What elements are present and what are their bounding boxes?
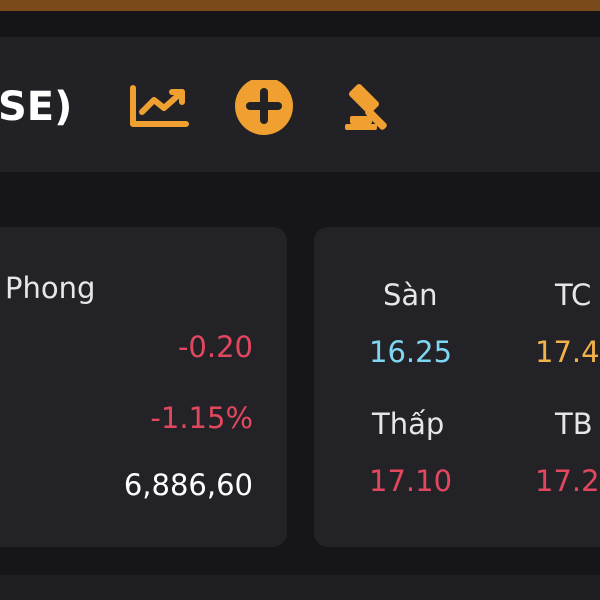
bottom-bar [0, 575, 600, 600]
status-area [0, 11, 600, 37]
cell-value: 17.2 [535, 464, 600, 498]
header-icons [130, 80, 388, 135]
left-card [0, 227, 287, 547]
auction-icon[interactable] [345, 83, 388, 131]
cell-label: TB [555, 407, 593, 441]
right-card [314, 227, 600, 547]
header-title: SE) [0, 84, 73, 130]
top-bar [0, 0, 600, 11]
cell-value: 17.4 [535, 335, 600, 369]
cell-label: Sàn [383, 278, 438, 312]
change: -0.20 [177, 330, 253, 364]
cell-value: 17.10 [369, 464, 453, 498]
change-pct: -1.15% [150, 401, 253, 435]
cell-label: TC [555, 278, 592, 312]
label: Phong [5, 271, 96, 305]
add-icon[interactable] [235, 80, 293, 135]
cell-value: 16.25 [369, 335, 453, 369]
chart-icon[interactable] [130, 85, 189, 127]
cell-label: Thấp [372, 407, 445, 441]
header [0, 37, 600, 172]
volume: 6,886,60 [123, 468, 253, 502]
